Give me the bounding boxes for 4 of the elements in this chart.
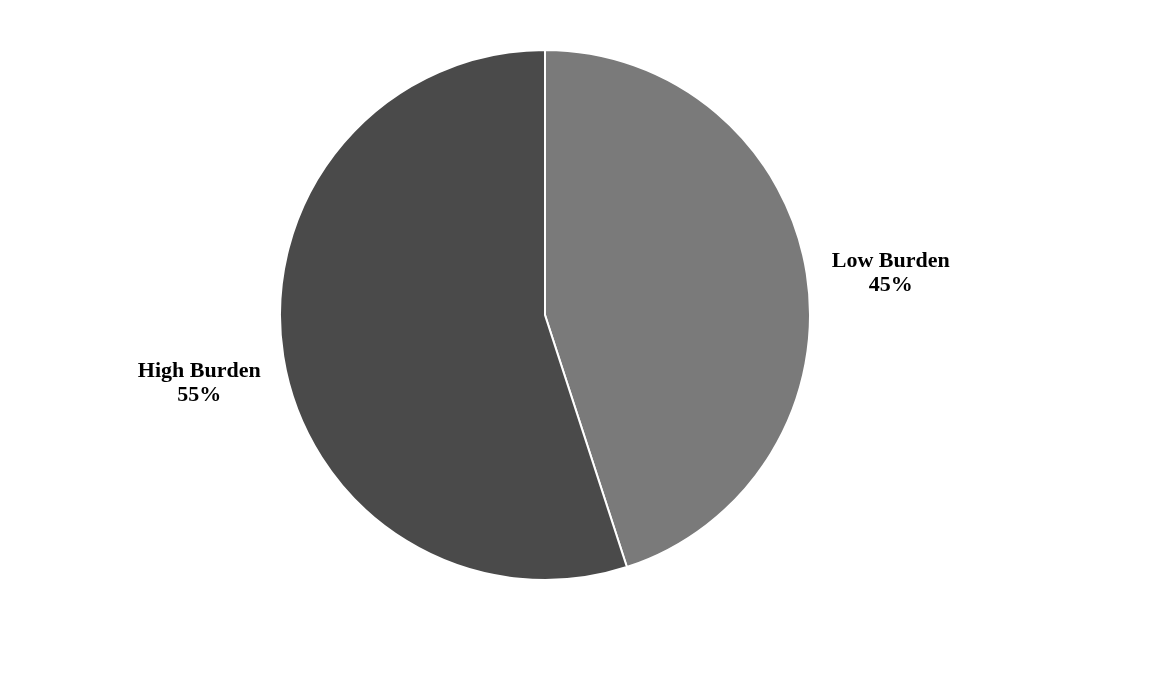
slice-label: High Burden bbox=[137, 356, 261, 382]
data-label: 45% bbox=[868, 271, 913, 297]
data-label: 55% bbox=[177, 380, 222, 406]
slice-label: Low Burden bbox=[831, 247, 950, 273]
